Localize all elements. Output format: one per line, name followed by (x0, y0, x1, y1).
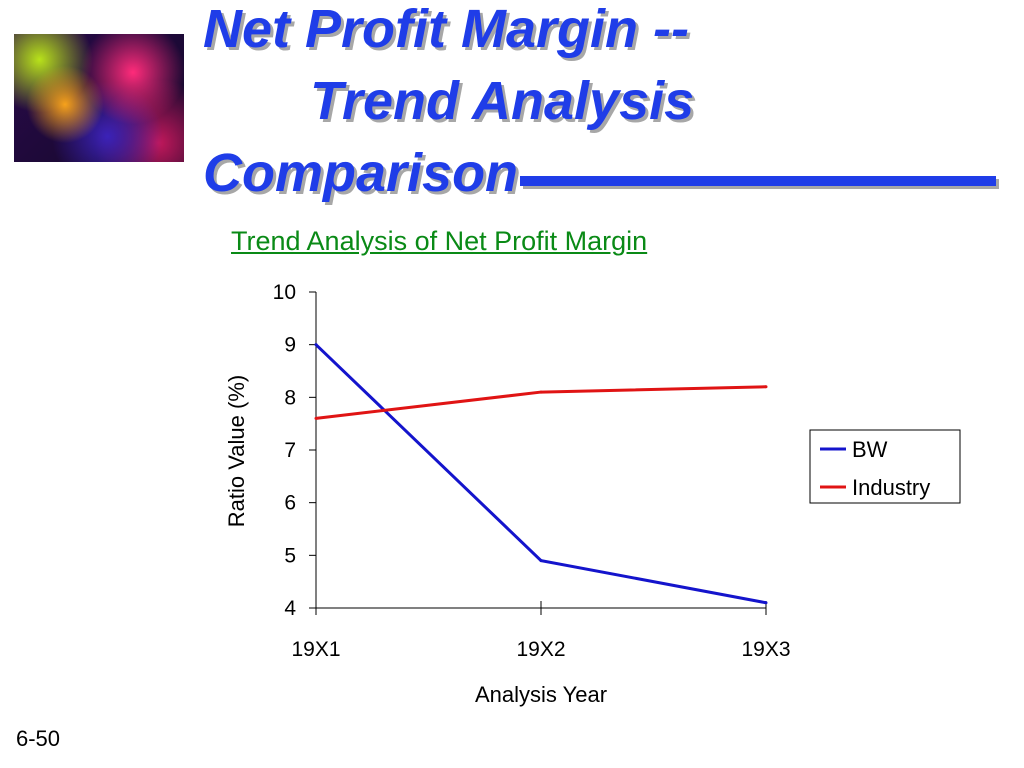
title-line-3: Comparison (203, 143, 519, 203)
series-line-bw (314, 343, 767, 605)
y-tick-label: 6 (284, 492, 296, 515)
page-number: 6-50 (16, 726, 61, 751)
x-axis-label: Analysis Year (475, 682, 607, 707)
title-line-2: Trend Analysis (310, 71, 695, 131)
y-tick-label: 8 (284, 386, 296, 409)
data-point-industry (314, 416, 318, 420)
data-point-bw (764, 601, 768, 605)
chart-title: Trend Analysis of Net Profit Margin (231, 226, 648, 256)
y-tick-label: 9 (284, 334, 296, 357)
legend-label-industry: Industry (852, 475, 930, 500)
x-tick-label: 19X1 (291, 638, 340, 661)
data-point-industry (539, 390, 543, 394)
decorative-logo-image (14, 34, 184, 162)
title-line-1: Net Profit Margin -- (203, 0, 689, 59)
y-tick-label: 10 (273, 281, 296, 304)
data-point-bw (314, 343, 318, 347)
legend-label-bw: BW (852, 437, 888, 462)
y-axis-ticks: 4 5 6 7 8 9 10 (273, 281, 316, 620)
series-lines (314, 343, 768, 605)
y-tick-label: 7 (284, 439, 296, 462)
x-axis-ticks: 19X1 19X2 19X3 (291, 601, 791, 661)
chart-legend: BW Industry (809, 429, 961, 504)
x-tick-label: 19X3 (741, 638, 790, 661)
y-axis-label: Ratio Value (%) (224, 375, 249, 527)
y-tick-label: 5 (284, 544, 296, 567)
y-tick-label: 4 (284, 597, 296, 620)
data-point-bw (539, 559, 543, 563)
legend-box (809, 429, 961, 504)
title-underline-rule (520, 176, 996, 186)
data-point-industry (764, 385, 768, 389)
x-tick-label: 19X2 (516, 638, 565, 661)
